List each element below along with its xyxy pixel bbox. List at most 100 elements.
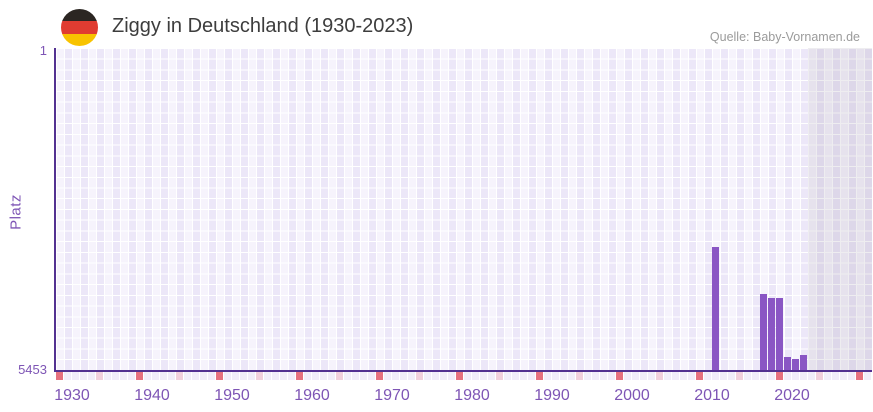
strip-cell-1944 bbox=[184, 372, 191, 380]
strip-cell-1972 bbox=[408, 372, 415, 380]
strip-cell-1999 bbox=[624, 372, 631, 380]
y-axis-top-tick-label: 1 bbox=[39, 43, 47, 58]
decade-marker-1998 bbox=[616, 372, 623, 380]
strip-cell-2015 bbox=[752, 372, 759, 380]
strip-cell-1991 bbox=[560, 372, 567, 380]
strip-cell-1997 bbox=[608, 372, 615, 380]
strip-cell-1957 bbox=[288, 372, 295, 380]
decade-marker-2028 bbox=[856, 372, 863, 380]
strip-cell-1971 bbox=[400, 372, 407, 380]
strip-cell-2011 bbox=[720, 372, 727, 380]
bar-2021[interactable] bbox=[800, 354, 807, 370]
strip-cell-2022 bbox=[808, 372, 815, 380]
strip-cell-1976 bbox=[440, 372, 447, 380]
strip-cell-1989 bbox=[544, 372, 551, 380]
strip-cell-1929 bbox=[64, 372, 71, 380]
bar-2019[interactable] bbox=[784, 357, 791, 370]
strip-cell-2004 bbox=[664, 372, 671, 380]
strip-cell-1969 bbox=[384, 372, 391, 380]
x-tick-label-1990: 1990 bbox=[534, 387, 570, 404]
strip-cell-1985 bbox=[512, 372, 519, 380]
strip-cell-1959 bbox=[304, 372, 311, 380]
x-tick-label-1960: 1960 bbox=[294, 387, 330, 404]
strip-cell-2000 bbox=[632, 372, 639, 380]
strip-cell-1966 bbox=[360, 372, 367, 380]
strip-cell-1942 bbox=[168, 372, 175, 380]
strip-cell-1936 bbox=[120, 372, 127, 380]
strip-cell-1930 bbox=[72, 372, 79, 380]
half-decade-marker-2003 bbox=[656, 372, 663, 380]
flag-stripe-red bbox=[61, 21, 98, 34]
strip-cell-2024 bbox=[824, 372, 831, 380]
strip-cell-1954 bbox=[264, 372, 271, 380]
half-decade-marker-1933 bbox=[96, 372, 103, 380]
strip-cell-1984 bbox=[504, 372, 511, 380]
strip-cell-2029 bbox=[864, 372, 871, 380]
half-decade-marker-2013 bbox=[736, 372, 743, 380]
decade-marker-1968 bbox=[376, 372, 383, 380]
strip-cell-2021 bbox=[800, 372, 807, 380]
strip-cell-1931 bbox=[80, 372, 87, 380]
half-decade-marker-1963 bbox=[336, 372, 343, 380]
strip-cell-1934 bbox=[104, 372, 111, 380]
strip-cell-1982 bbox=[488, 372, 495, 380]
x-tick-label-1930: 1930 bbox=[54, 387, 90, 404]
y-axis-title: Platz bbox=[7, 194, 25, 230]
strip-cell-1961 bbox=[320, 372, 327, 380]
strip-cell-1951 bbox=[240, 372, 247, 380]
decade-marker-1928 bbox=[56, 372, 63, 380]
strip-cell-2017 bbox=[768, 372, 775, 380]
strip-cell-1995 bbox=[592, 372, 599, 380]
strip-cell-1935 bbox=[112, 372, 119, 380]
half-decade-marker-1953 bbox=[256, 372, 263, 380]
strip-cell-1947 bbox=[208, 372, 215, 380]
decade-marker-1958 bbox=[296, 372, 303, 380]
strip-cell-1945 bbox=[192, 372, 199, 380]
decade-marker-1978 bbox=[456, 372, 463, 380]
strip-cell-1974 bbox=[424, 372, 431, 380]
strip-cell-2010 bbox=[712, 372, 719, 380]
bar-2017[interactable] bbox=[768, 298, 775, 370]
strip-cell-1940 bbox=[152, 372, 159, 380]
strip-cell-2007 bbox=[688, 372, 695, 380]
strip-cell-1965 bbox=[352, 372, 359, 380]
strip-cell-2026 bbox=[840, 372, 847, 380]
plot-area bbox=[54, 48, 872, 372]
strip-cell-1970 bbox=[392, 372, 399, 380]
strip-cell-1949 bbox=[224, 372, 231, 380]
flag-stripe-black bbox=[61, 9, 98, 22]
x-tick-label-2000: 2000 bbox=[614, 387, 650, 404]
source-label: Quelle: Baby-Vornamen.de bbox=[709, 30, 860, 44]
strip-cell-2001 bbox=[640, 372, 647, 380]
strip-cell-1990 bbox=[552, 372, 559, 380]
strip-cell-1955 bbox=[272, 372, 279, 380]
strip-cell-2005 bbox=[672, 372, 679, 380]
page-title: Ziggy in Deutschland (1930-2023) bbox=[112, 15, 414, 37]
x-tick-label-2010: 2010 bbox=[694, 387, 730, 404]
x-tick-label-1970: 1970 bbox=[374, 387, 410, 404]
x-tick-label-2020: 2020 bbox=[774, 387, 810, 404]
strip-cell-1962 bbox=[328, 372, 335, 380]
strip-cell-1939 bbox=[144, 372, 151, 380]
no-data-region bbox=[808, 48, 872, 370]
bar-2020[interactable] bbox=[792, 359, 799, 370]
half-decade-marker-1973 bbox=[416, 372, 423, 380]
strip-cell-1946 bbox=[200, 372, 207, 380]
strip-cell-2019 bbox=[784, 372, 791, 380]
strip-cell-1956 bbox=[280, 372, 287, 380]
strip-cell-2014 bbox=[744, 372, 751, 380]
strip-cell-2020 bbox=[792, 372, 799, 380]
strip-cell-1950 bbox=[232, 372, 239, 380]
bar-2018[interactable] bbox=[776, 297, 783, 370]
decade-marker-1938 bbox=[136, 372, 143, 380]
strip-cell-1987 bbox=[528, 372, 535, 380]
half-decade-marker-1993 bbox=[576, 372, 583, 380]
x-axis-labels: 1930 1940 1950 1960 1970 1980 1990 2000 2010 2020 bbox=[54, 387, 872, 407]
strip-cell-1952 bbox=[248, 372, 255, 380]
x-tick-label-1940: 1940 bbox=[134, 387, 170, 404]
strip-cell-2016 bbox=[760, 372, 767, 380]
strip-cell-2027 bbox=[848, 372, 855, 380]
bar-2010[interactable] bbox=[712, 246, 719, 370]
strip-cell-2006 bbox=[680, 372, 687, 380]
bar-2016[interactable] bbox=[760, 294, 767, 370]
